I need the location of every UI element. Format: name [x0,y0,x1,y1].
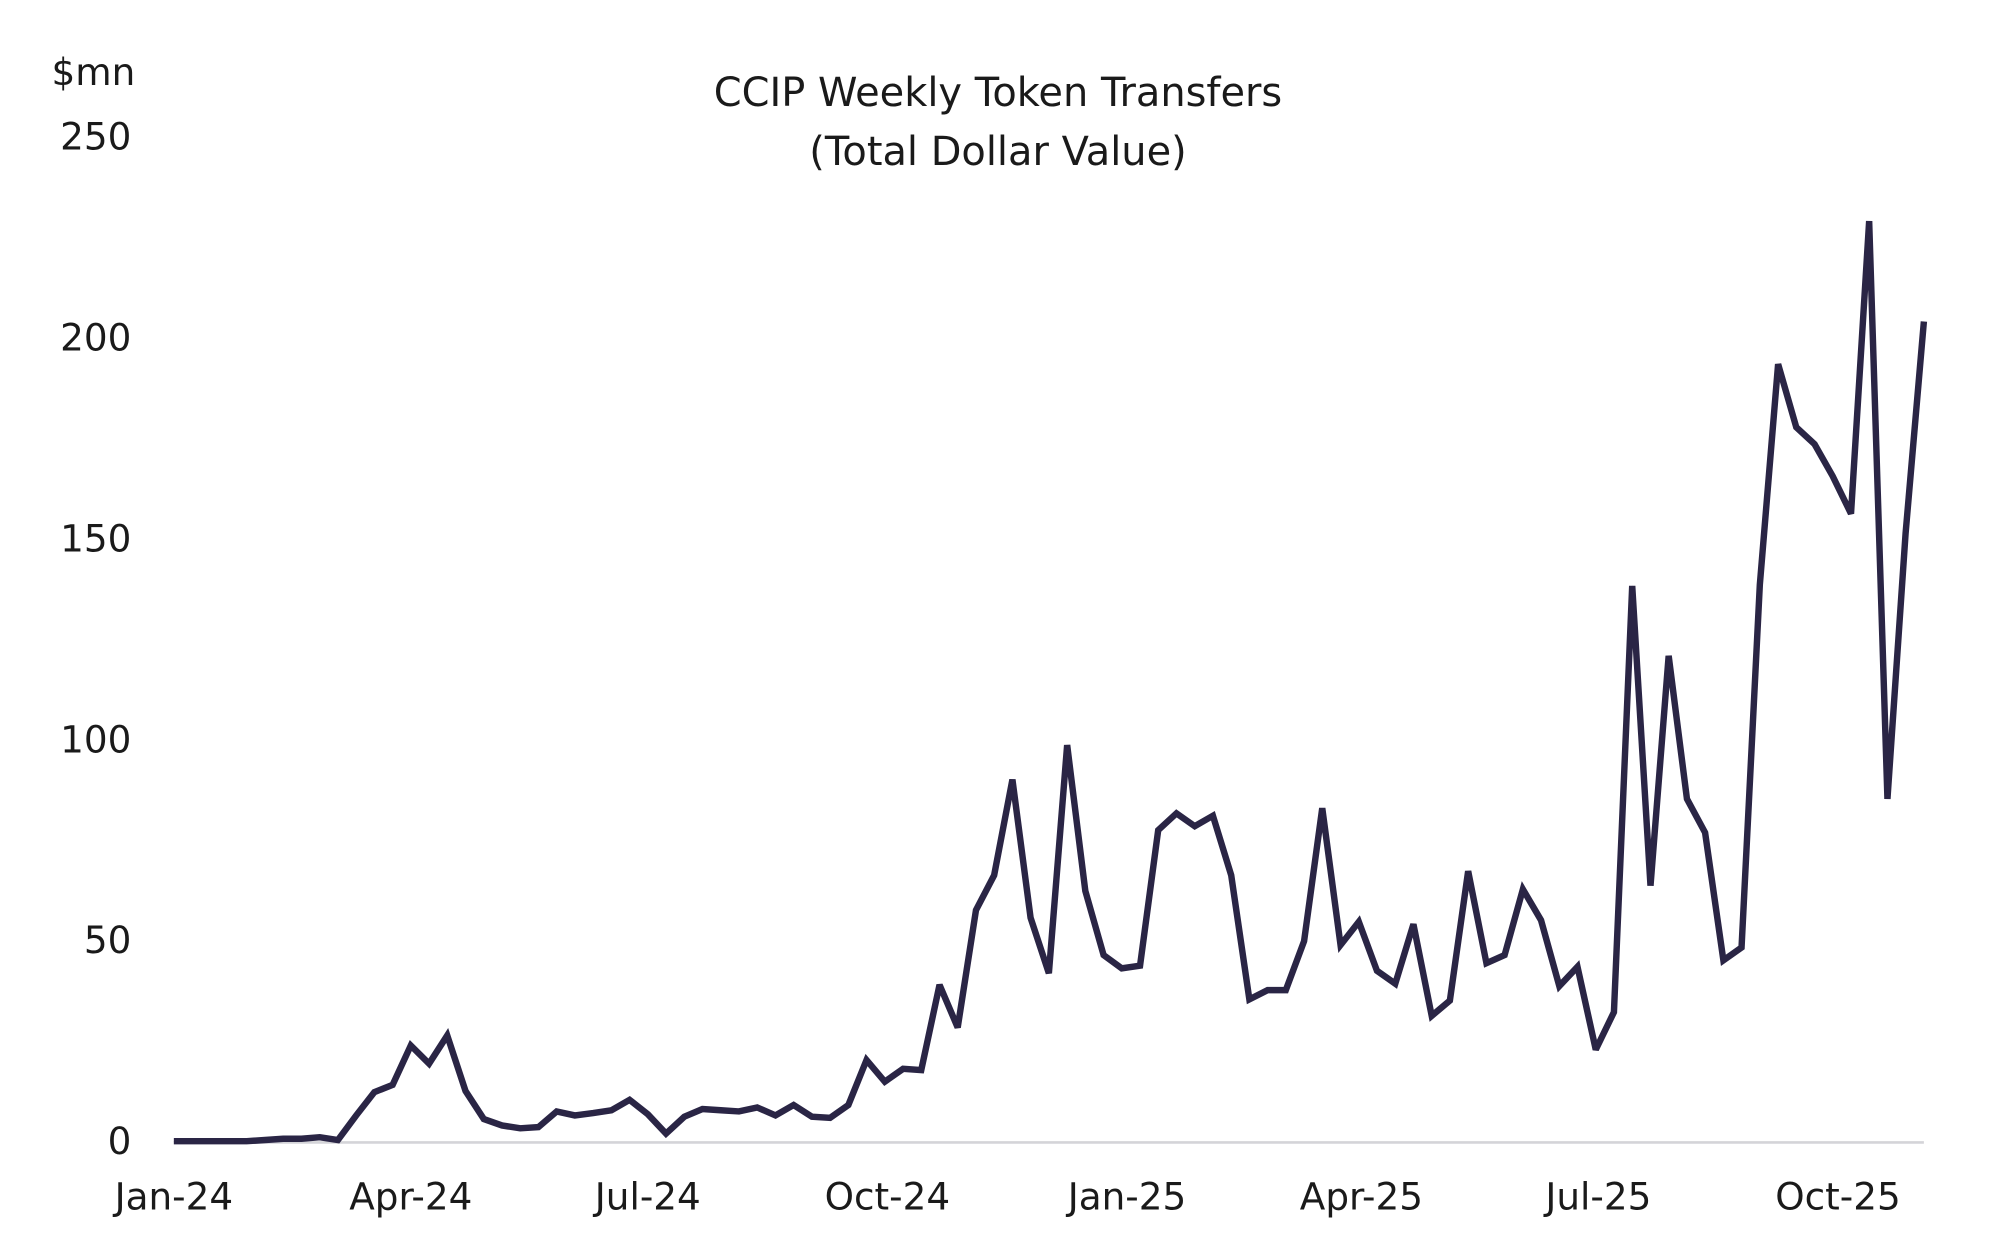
y-axis-unit-label: $mn [52,50,136,94]
y-tick-label: 0 [108,1119,132,1163]
y-tick-label: 250 [60,115,131,159]
y-axis: 0 50 100 150 200 250 [60,115,131,1163]
chart-title-line-2: (Total Dollar Value) [809,129,1186,175]
x-axis: Jan-24 Apr-24 Jul-24 Oct-24 Jan-25 Apr-25 Jul-… [113,1174,1901,1218]
x-tick-label: Apr-24 [349,1174,472,1218]
x-tick-label: Apr-25 [1300,1174,1423,1218]
x-tick-label: Oct-25 [1775,1174,1901,1218]
x-tick-label: Jan-25 [1066,1174,1187,1218]
x-tick-label: Jul-24 [593,1174,701,1218]
series-group [173,220,1928,1145]
y-tick-label: 50 [84,918,132,962]
y-tick-label: 150 [60,516,131,560]
x-tick-label: Oct-24 [825,1174,951,1218]
series-line [173,220,1928,1145]
y-tick-label: 100 [60,717,131,761]
x-tick-label: Jan-24 [113,1174,234,1218]
y-tick-label: 200 [60,316,131,360]
chart-title-line-1: CCIP Weekly Token Transfers [714,70,1282,116]
x-tick-label: Jul-25 [1543,1174,1651,1218]
